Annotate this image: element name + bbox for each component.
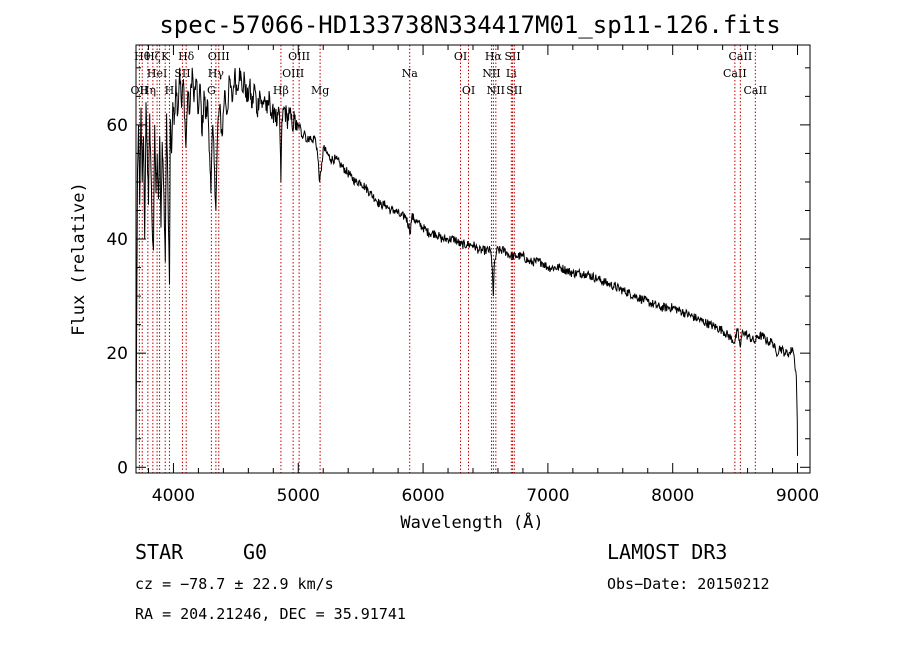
y-tick-label: 40 [106, 230, 128, 250]
line-label: CaII [723, 67, 747, 80]
plot-frame [135, 44, 811, 474]
line-label: Mg [311, 84, 329, 97]
y-tick-label: 0 [117, 458, 128, 478]
x-tick-label: 4000 [152, 486, 195, 506]
line-label: Hθ [134, 50, 151, 63]
line-label: Li [506, 67, 517, 80]
x-tick-label: 5000 [277, 486, 320, 506]
observation-date: Obs−Date: 20150212 [607, 575, 770, 593]
redshift-velocity: cz = −78.7 ± 22.9 km/s [135, 575, 334, 593]
line-label: OIII [288, 50, 310, 63]
line-label: OIII [282, 67, 304, 80]
x-axis-label: Wavelength (Å) [400, 511, 543, 533]
line-label: CaII [729, 50, 753, 63]
chart-title: spec-57066-HD133738N334417M01_sp11-126.f… [159, 11, 780, 39]
line-label: SII [506, 84, 522, 97]
line-label: NII [482, 67, 500, 80]
survey-name: LAMOST DR3 [607, 540, 727, 564]
object-class: STAR [135, 540, 184, 564]
line-label: SII [504, 50, 520, 63]
line-label: Hζ [145, 50, 161, 63]
line-label: Hα [485, 50, 503, 63]
line-label: NII [487, 84, 505, 97]
line-label: OIII [208, 50, 230, 63]
x-tick-label: 7000 [526, 486, 569, 506]
y-tick-label: 60 [106, 116, 128, 136]
y-axis-label: Flux (relative) [69, 182, 89, 336]
line-label: Na [402, 67, 419, 80]
line-label: Hβ [273, 84, 289, 97]
line-label: HeI [147, 67, 167, 80]
line-label: SII [174, 67, 190, 80]
sky-coordinates: RA = 204.21246, DEC = 35.91741 [135, 605, 406, 623]
spectrum-line [135, 67, 798, 456]
object-subclass: G0 [243, 540, 267, 564]
line-label: K [161, 50, 170, 63]
line-label: OI [462, 84, 475, 97]
line-label: Hη [140, 84, 156, 97]
line-label: G [207, 84, 216, 97]
x-tick-label: 6000 [401, 486, 444, 506]
axis-ticks [136, 45, 810, 473]
line-label: Hγ [208, 67, 225, 80]
y-tick-label: 20 [106, 344, 128, 364]
line-label: CaII [743, 84, 767, 97]
axis-tick-labels: 4000 5000 6000 7000 8000 9000 0 20 40 60 [106, 116, 819, 506]
x-tick-label: 8000 [651, 486, 694, 506]
line-label: H [165, 84, 175, 97]
x-tick-label: 9000 [776, 486, 819, 506]
line-label: OI [454, 50, 467, 63]
line-label: Hδ [178, 50, 195, 63]
line-label: OII [131, 84, 149, 97]
